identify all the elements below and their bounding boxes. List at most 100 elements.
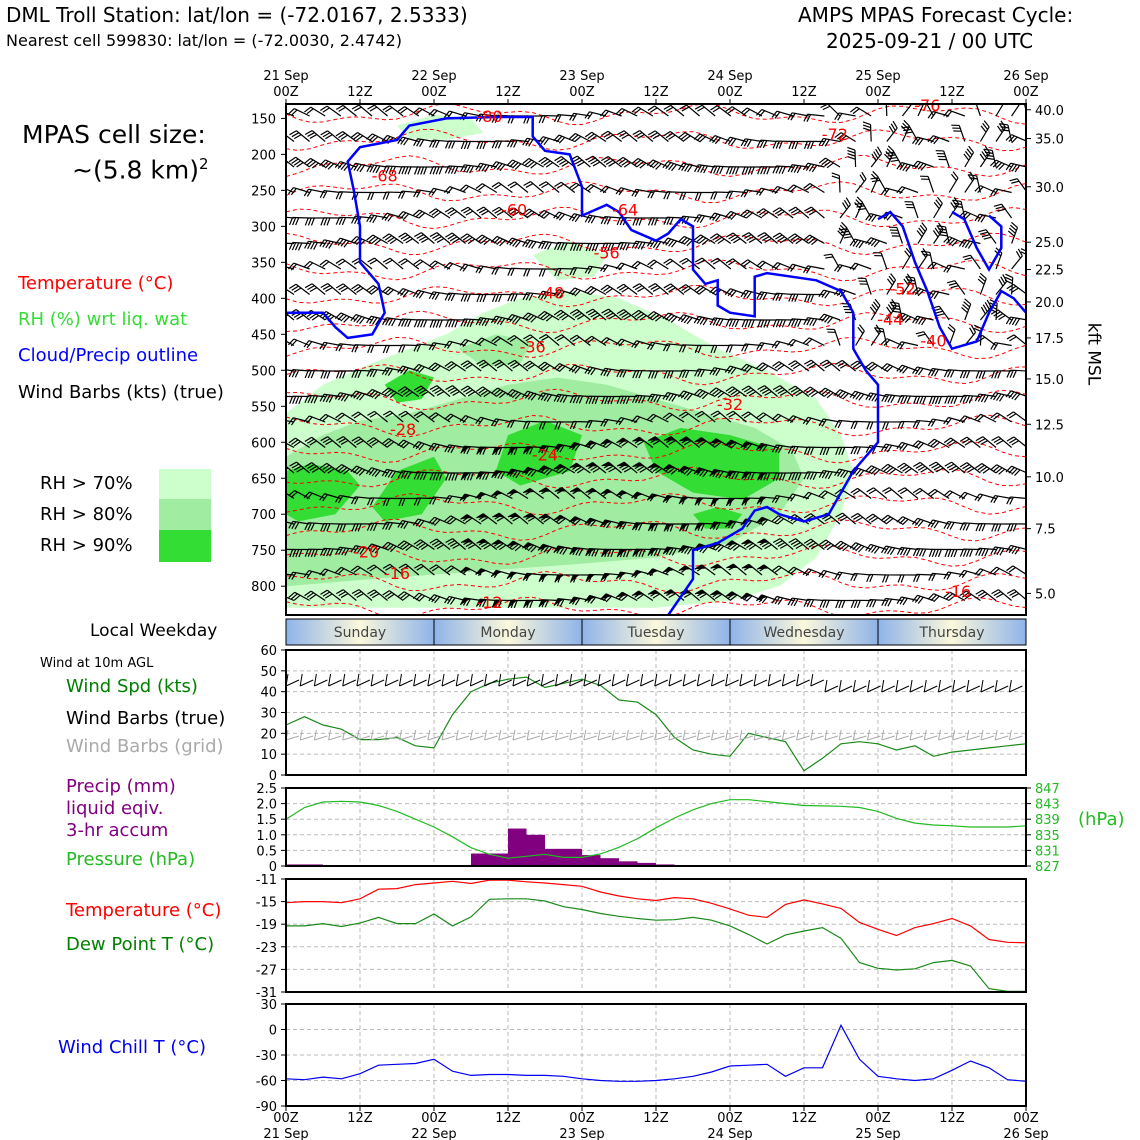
wind-barb-feather bbox=[310, 522, 315, 531]
wind-barb-feather bbox=[774, 445, 780, 453]
wind-barb-feather bbox=[397, 470, 403, 479]
wind-barb-feather bbox=[367, 410, 375, 416]
wind-barb-feather bbox=[668, 287, 676, 293]
wind-barb-flag bbox=[695, 589, 707, 595]
wind-barb-feather bbox=[699, 136, 706, 143]
wind-barb-feather bbox=[728, 234, 736, 240]
wind-barb bbox=[803, 183, 825, 194]
wind-barb-feather bbox=[320, 217, 325, 226]
wind-barb-feather bbox=[730, 367, 737, 375]
wind-barb bbox=[741, 497, 763, 506]
wind-barb-feather bbox=[558, 136, 566, 144]
wind-barb-feather bbox=[513, 140, 518, 148]
wind-barb-feather bbox=[616, 130, 625, 136]
wind-barb-feather bbox=[371, 469, 378, 477]
wind-barb-feather bbox=[289, 396, 294, 404]
wind-barb bbox=[991, 523, 1012, 532]
wind-barb-feather bbox=[429, 472, 434, 481]
wind-barb bbox=[570, 487, 591, 499]
wind-barb-feather bbox=[387, 593, 395, 600]
wind-barb-feather bbox=[730, 442, 738, 449]
wind-barb-feather bbox=[905, 247, 912, 255]
wind-barb-feather bbox=[777, 597, 784, 605]
wind-barb bbox=[693, 315, 716, 326]
wind-barb-feather bbox=[662, 237, 669, 245]
wind-barb-feather bbox=[735, 166, 740, 175]
wind-barb-feather bbox=[381, 387, 389, 394]
wind-barb-feather bbox=[451, 472, 456, 481]
wind-barb-flag bbox=[678, 545, 689, 553]
wind-barb bbox=[382, 105, 404, 117]
wind-barb-feather bbox=[387, 289, 394, 296]
wind-barb-feather bbox=[495, 294, 500, 303]
wind-barb-flag bbox=[648, 523, 658, 532]
wind-barb bbox=[382, 344, 404, 354]
wind-barb bbox=[460, 140, 482, 150]
wind-barb-feather bbox=[276, 111, 281, 117]
wind-barb-flag bbox=[476, 539, 489, 544]
wind-barb-feather bbox=[771, 262, 778, 269]
wind-barb-feather bbox=[400, 234, 409, 240]
wind-barb-feather bbox=[757, 166, 762, 175]
wind-barb-feather bbox=[387, 544, 394, 551]
wind-barb bbox=[584, 183, 607, 194]
wind-barb-feather bbox=[702, 317, 709, 326]
wind-barb-feather bbox=[819, 539, 827, 546]
wind-barb-feather bbox=[977, 214, 983, 222]
isotherm-label: -24 bbox=[532, 445, 558, 464]
wind-barb-feather bbox=[759, 209, 767, 216]
wind-barb-feather bbox=[342, 370, 347, 379]
wind-barb-feather bbox=[413, 259, 421, 265]
wind-barb-feather bbox=[445, 538, 453, 544]
wind-barb-feather bbox=[416, 541, 424, 547]
wind-barb-feather bbox=[558, 365, 566, 373]
wind-barb bbox=[320, 283, 342, 295]
wind-barb-feather bbox=[615, 338, 622, 346]
wind-barb-feather bbox=[543, 160, 551, 166]
wind-barb-feather bbox=[883, 516, 891, 523]
wind-barb-feather bbox=[839, 228, 848, 231]
wind-barb bbox=[978, 229, 997, 244]
wind-barb-feather bbox=[290, 418, 297, 426]
wind-barb bbox=[755, 108, 778, 117]
wind-barb-feather bbox=[578, 395, 584, 404]
wind-barb-feather bbox=[287, 187, 294, 195]
wind-barb-feather bbox=[288, 437, 296, 444]
wind-barb-feather bbox=[622, 369, 627, 378]
wind-barb-feather bbox=[743, 108, 751, 116]
wind-barb-feather bbox=[384, 213, 391, 221]
wind-barb-feather bbox=[855, 392, 862, 400]
wind-barb-feather bbox=[298, 396, 303, 405]
wind-barb bbox=[320, 436, 342, 448]
wind-barb-feather bbox=[791, 141, 796, 150]
wind-barb-feather bbox=[572, 113, 578, 122]
wind-barb-feather bbox=[655, 163, 662, 170]
wind-barb-feather bbox=[400, 137, 406, 145]
wind-barb-feather bbox=[772, 472, 777, 481]
wind-barb-feather bbox=[712, 213, 718, 221]
wind-barb-feather bbox=[572, 395, 578, 404]
wind-barb bbox=[631, 157, 654, 169]
wind-barb-feather bbox=[684, 546, 690, 554]
wind-barb-feather bbox=[857, 207, 866, 211]
wind-barb-feather bbox=[483, 391, 491, 398]
wind-barb-feather bbox=[335, 523, 340, 532]
wind-barb-feather bbox=[311, 315, 320, 321]
wind-barb-feather bbox=[824, 315, 831, 323]
wind-barb-feather bbox=[903, 128, 912, 132]
wind-barb-feather bbox=[563, 242, 568, 251]
wind-barb-feather bbox=[743, 290, 749, 298]
wind-barb bbox=[320, 589, 342, 601]
wind-barb bbox=[882, 487, 903, 499]
wind-barb-feather bbox=[741, 319, 746, 328]
wind-barb bbox=[678, 411, 700, 423]
wind-barb-feather bbox=[447, 387, 456, 393]
wind-barb-feather bbox=[971, 325, 977, 333]
wind-barb bbox=[460, 472, 482, 481]
wind-barb-feather bbox=[385, 107, 393, 113]
wind-barb bbox=[601, 156, 622, 168]
wind-barb bbox=[351, 104, 373, 117]
wind-barb-feather bbox=[869, 574, 874, 583]
wind-barb-feather bbox=[435, 166, 440, 175]
wind-barb bbox=[506, 237, 529, 248]
